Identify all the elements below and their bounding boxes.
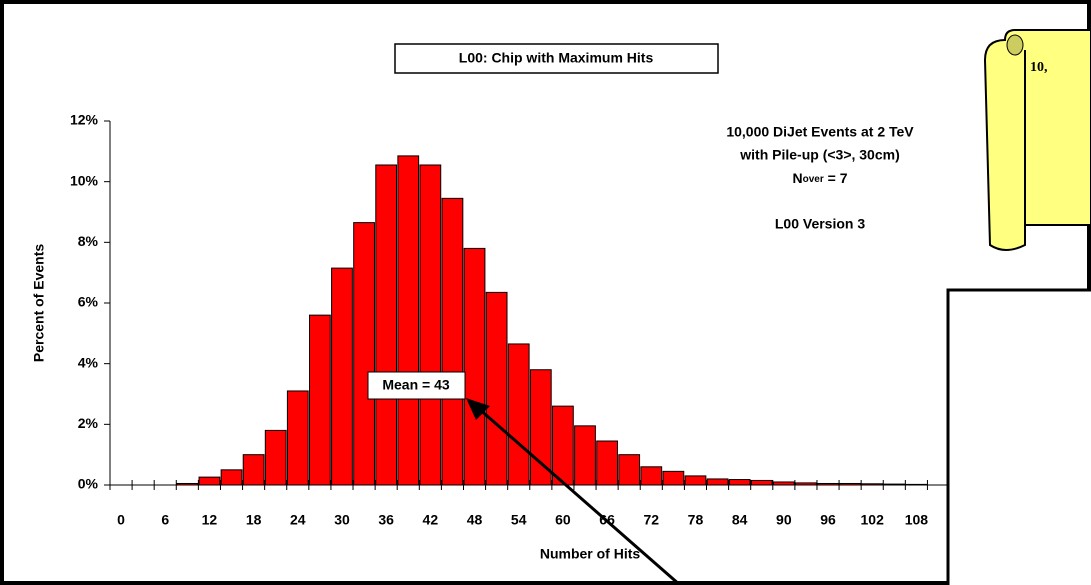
- bar: [750, 479, 773, 486]
- bar: [375, 164, 398, 486]
- y-tick-label: 4%: [78, 354, 99, 370]
- x-tick-label: 30: [334, 512, 350, 528]
- chart-title: L00: Chip with Maximum Hits: [459, 50, 654, 66]
- x-tick-label: 102: [861, 512, 885, 528]
- mean-label: Mean = 43: [382, 377, 450, 393]
- arrow: [477, 406, 681, 585]
- x-tick-label: 84: [732, 512, 748, 528]
- n-over-subscript: over: [803, 174, 824, 185]
- arrow-head: [466, 398, 490, 420]
- y-tick-label: 10%: [70, 172, 99, 188]
- x-tick-label: 0: [117, 512, 125, 528]
- bar: [574, 425, 596, 486]
- x-axis-title: Number of Hits: [540, 546, 641, 562]
- bar: [618, 454, 641, 486]
- annotation: Nover = 7: [793, 170, 848, 186]
- x-tick-label: 6: [161, 512, 169, 528]
- x-tick-label: 12: [202, 512, 218, 528]
- bar: [552, 405, 574, 486]
- x-tick-label: 18: [246, 512, 262, 528]
- x-tick-label: 72: [643, 512, 659, 528]
- bar: [397, 155, 420, 486]
- scroll-curl: [1006, 34, 1024, 56]
- bar: [684, 475, 707, 486]
- bar: [419, 164, 442, 486]
- bar: [198, 476, 221, 486]
- y-tick-label: 12%: [70, 112, 99, 128]
- x-tick-label: 54: [511, 512, 527, 528]
- scroll: [983, 29, 1091, 251]
- bar: [331, 267, 353, 486]
- bar: [264, 429, 287, 486]
- bar: [507, 343, 530, 486]
- bar: [706, 478, 729, 486]
- x-tick-label: 60: [555, 512, 571, 528]
- bar: [242, 454, 265, 486]
- x-tick-label: 90: [776, 512, 792, 528]
- bar: [309, 314, 331, 486]
- x-tick-label: 42: [423, 512, 439, 528]
- scroll-text: 10,: [1030, 60, 1048, 75]
- x-tick-label: 78: [688, 512, 704, 528]
- n-over-symbol: N: [793, 170, 803, 186]
- bar: [485, 291, 508, 486]
- bar: [728, 479, 751, 486]
- y-axis-title: Percent of Events: [31, 244, 47, 362]
- x-tick-label: 24: [290, 512, 306, 528]
- y-tick-label: 8%: [78, 233, 99, 249]
- y-tick-label: 2%: [78, 415, 99, 431]
- title-box: [394, 43, 719, 74]
- bar: [463, 247, 486, 486]
- y-tick-label: 0%: [78, 476, 99, 492]
- bar: [286, 390, 309, 486]
- annotation: with Pile-up (<3>, 30cm): [739, 147, 900, 163]
- overlay-panel: [946, 288, 1091, 585]
- annotation: L00 Version 3: [775, 216, 865, 232]
- x-tick-label: 36: [378, 512, 394, 528]
- x-tick-label: 96: [820, 512, 836, 528]
- y-tick-label: 6%: [78, 294, 99, 310]
- n-over-value: = 7: [828, 170, 848, 186]
- x-tick-label: 48: [467, 512, 483, 528]
- bar: [220, 469, 243, 486]
- bar: [640, 466, 663, 486]
- bar: [353, 222, 375, 486]
- bar: [662, 470, 685, 486]
- mean-box: [367, 371, 466, 400]
- bar: [596, 440, 618, 486]
- x-tick-label: 108: [905, 512, 929, 528]
- bar: [441, 197, 464, 486]
- annotation: 10,000 DiJet Events at 2 TeV: [726, 124, 914, 140]
